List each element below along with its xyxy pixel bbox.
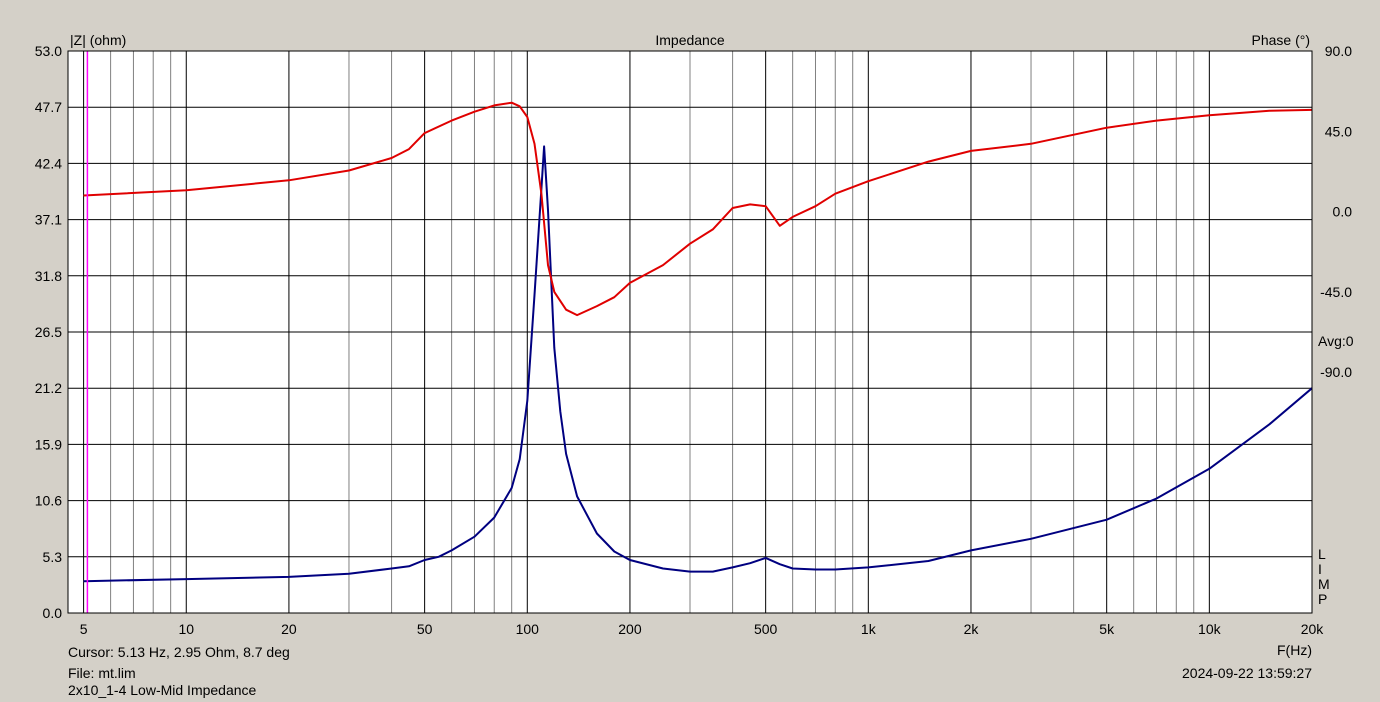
x-tick-label: 10k <box>1198 621 1222 637</box>
x-tick-label: 5k <box>1099 621 1115 637</box>
lim-letter-m: M <box>1318 576 1330 592</box>
measurement-description: 2x10_1-4 Low-Mid Impedance <box>68 682 257 698</box>
y-left-tick-label: 47.7 <box>35 99 62 115</box>
y-left-tick-label: 15.9 <box>35 436 62 452</box>
series-group <box>83 101 1313 583</box>
y-left-tick-label: 37.1 <box>35 212 62 228</box>
y-left-tick-label: 42.4 <box>35 155 62 171</box>
y-left-tick-label: 26.5 <box>35 324 62 340</box>
x-tick-label: 50 <box>417 621 433 637</box>
y-right-axis-label: Phase (°) <box>1251 32 1310 48</box>
x-tick-label: 200 <box>618 621 642 637</box>
y-right-tick-label: -45.0 <box>1320 284 1352 300</box>
lim-letter-p: P <box>1318 591 1327 607</box>
x-tick-label: 100 <box>516 621 540 637</box>
avg-label: Avg:0 <box>1318 333 1354 349</box>
x-tick-label: 2k <box>964 621 980 637</box>
y-right-tick-label: 45.0 <box>1325 123 1352 139</box>
phase-series-line <box>83 101 1313 317</box>
y-right-tick-label: 90.0 <box>1325 43 1352 59</box>
y-left-tick-label: 0.0 <box>43 605 63 621</box>
lim-letter-i: I <box>1318 561 1322 577</box>
y-left-tick-label: 53.0 <box>35 43 62 59</box>
file-name: File: mt.lim <box>68 665 136 681</box>
y-left-tick-label: 5.3 <box>43 549 63 565</box>
y-left-tick-label: 10.6 <box>35 493 62 509</box>
tick-labels: 0.0 5.3 10.6 15.9 21.2 26.5 31.8 37.1 42.4 47.7 53… <box>35 43 1352 637</box>
x-tick-label: 10 <box>178 621 194 637</box>
y-right-tick-label: 0.0 <box>1333 204 1353 220</box>
grid-lines <box>68 51 1313 613</box>
y-left-tick-label: 21.2 <box>35 380 62 396</box>
lim-letter-l: L <box>1318 546 1326 562</box>
x-tick-label: 20k <box>1301 621 1325 637</box>
x-tick-label: 5 <box>80 621 88 637</box>
x-tick-label: 1k <box>861 621 877 637</box>
timestamp: 2024-09-22 13:59:27 <box>1182 665 1312 681</box>
plot-frame <box>67 50 1313 614</box>
y-left-axis-label: |Z| (ohm) <box>70 32 126 48</box>
cursor-readout: Cursor: 5.13 Hz, 2.95 Ohm, 8.7 deg <box>68 644 290 660</box>
x-tick-label: 20 <box>281 621 297 637</box>
impedance-series-line <box>83 145 1313 583</box>
y-left-tick-label: 31.8 <box>35 268 62 284</box>
chart-title: Impedance <box>655 32 724 48</box>
y-right-tick-label: -90.0 <box>1320 364 1352 380</box>
x-tick-label: 500 <box>754 621 778 637</box>
x-axis-label: F(Hz) <box>1277 642 1312 658</box>
